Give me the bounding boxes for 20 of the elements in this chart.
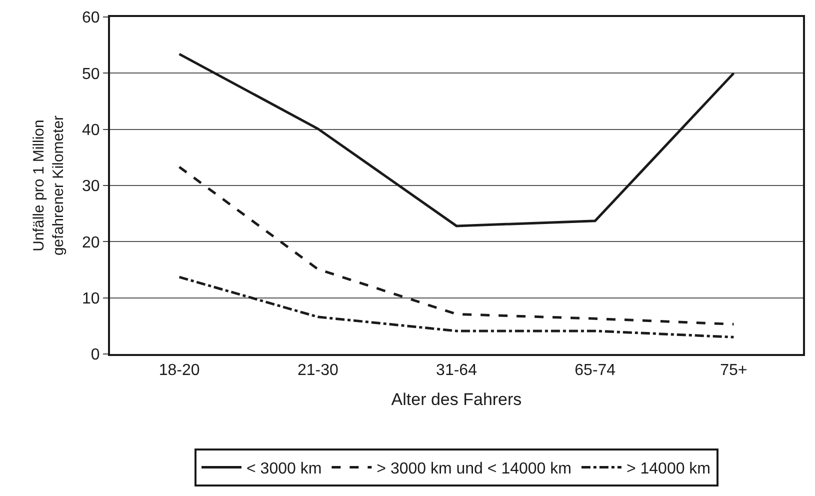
- line-series: [178, 166, 735, 326]
- x-tick-label: 31-64: [436, 362, 478, 380]
- line-series: [178, 52, 735, 228]
- y-tick-label: 10: [82, 290, 100, 308]
- y-tick-label: 0: [90, 346, 100, 364]
- legend-label: < 3000 km: [246, 460, 322, 478]
- y-axis-title: Unfälle pro 1 Million gefahrener Kilometer: [30, 115, 67, 256]
- legend-label: > 14000 km: [626, 460, 711, 478]
- y-tick-label: 50: [82, 66, 100, 83]
- y-tick-label: 30: [82, 178, 100, 196]
- y-tick-label: 20: [82, 234, 100, 252]
- x-tick-label: 75+: [720, 362, 748, 380]
- legend-label: > 3000 km und < 14000 km: [376, 460, 572, 478]
- y-tick-label: 60: [82, 10, 100, 27]
- y-tick-label: 40: [82, 122, 100, 139]
- x-axis-title: Alter des Fahrers: [391, 390, 522, 410]
- line-series: [178, 276, 735, 338]
- x-tick-label: 21-30: [297, 362, 338, 380]
- x-tick-label: 65-74: [574, 362, 616, 380]
- x-tick-label: 18-20: [158, 362, 200, 380]
